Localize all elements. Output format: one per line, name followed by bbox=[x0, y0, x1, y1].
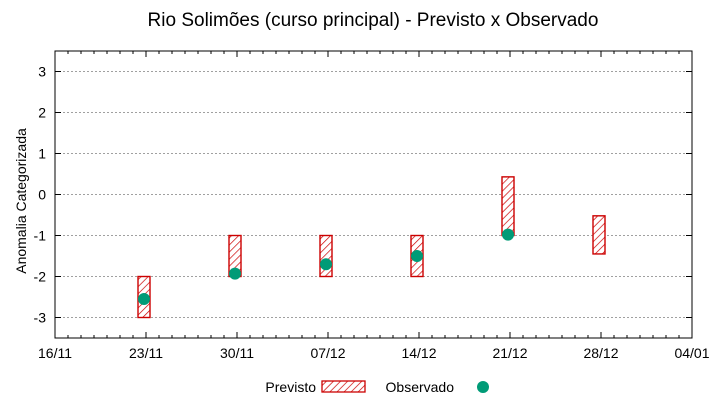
y-tick-label: -2 bbox=[34, 269, 47, 285]
y-tick-label: 0 bbox=[38, 187, 46, 203]
y-tick-label: 1 bbox=[38, 146, 46, 162]
chart-title: Rio Solimões (curso principal) - Previst… bbox=[148, 10, 599, 31]
x-tick-label: 16/11 bbox=[38, 345, 72, 361]
legend-label-previsto: Previsto bbox=[265, 379, 316, 395]
observed-point bbox=[320, 258, 332, 271]
x-axis: 16/11 23/11 30/11 07/12 14/12 21/12 28/12 04/01 bbox=[38, 51, 710, 361]
legend-marker-observado bbox=[477, 381, 489, 393]
observed-point bbox=[502, 228, 514, 241]
x-tick-label: 14/12 bbox=[401, 345, 436, 361]
x-tick-label: 21/12 bbox=[492, 345, 527, 361]
x-tick-label: 07/12 bbox=[310, 345, 345, 361]
legend: Previsto Observado bbox=[265, 379, 489, 395]
observed-point bbox=[229, 267, 241, 280]
y-axis-label: Anomalia Categorizada bbox=[13, 128, 29, 274]
x-tick-label: 28/12 bbox=[583, 345, 618, 361]
y-tick-label: 2 bbox=[38, 105, 46, 121]
x-tick-label: 30/11 bbox=[220, 345, 254, 361]
y-axis: -3 -2 -1 0 1 2 3 bbox=[34, 64, 692, 326]
y-tick-label: -1 bbox=[34, 228, 47, 244]
forecast-bar bbox=[501, 176, 515, 237]
x-tick-label: 23/11 bbox=[129, 345, 163, 361]
x-tick-label: 04/01 bbox=[674, 345, 709, 361]
legend-swatch-previsto bbox=[321, 380, 366, 393]
legend-label-observado: Observado bbox=[386, 379, 455, 395]
forecast-bar bbox=[592, 215, 606, 255]
y-tick-label: 3 bbox=[38, 64, 46, 80]
observed-point bbox=[411, 250, 423, 262]
chart-marks bbox=[137, 176, 606, 319]
forecast-bar bbox=[319, 234, 333, 278]
observed-point bbox=[138, 293, 150, 306]
y-tick-label: -3 bbox=[34, 310, 47, 326]
